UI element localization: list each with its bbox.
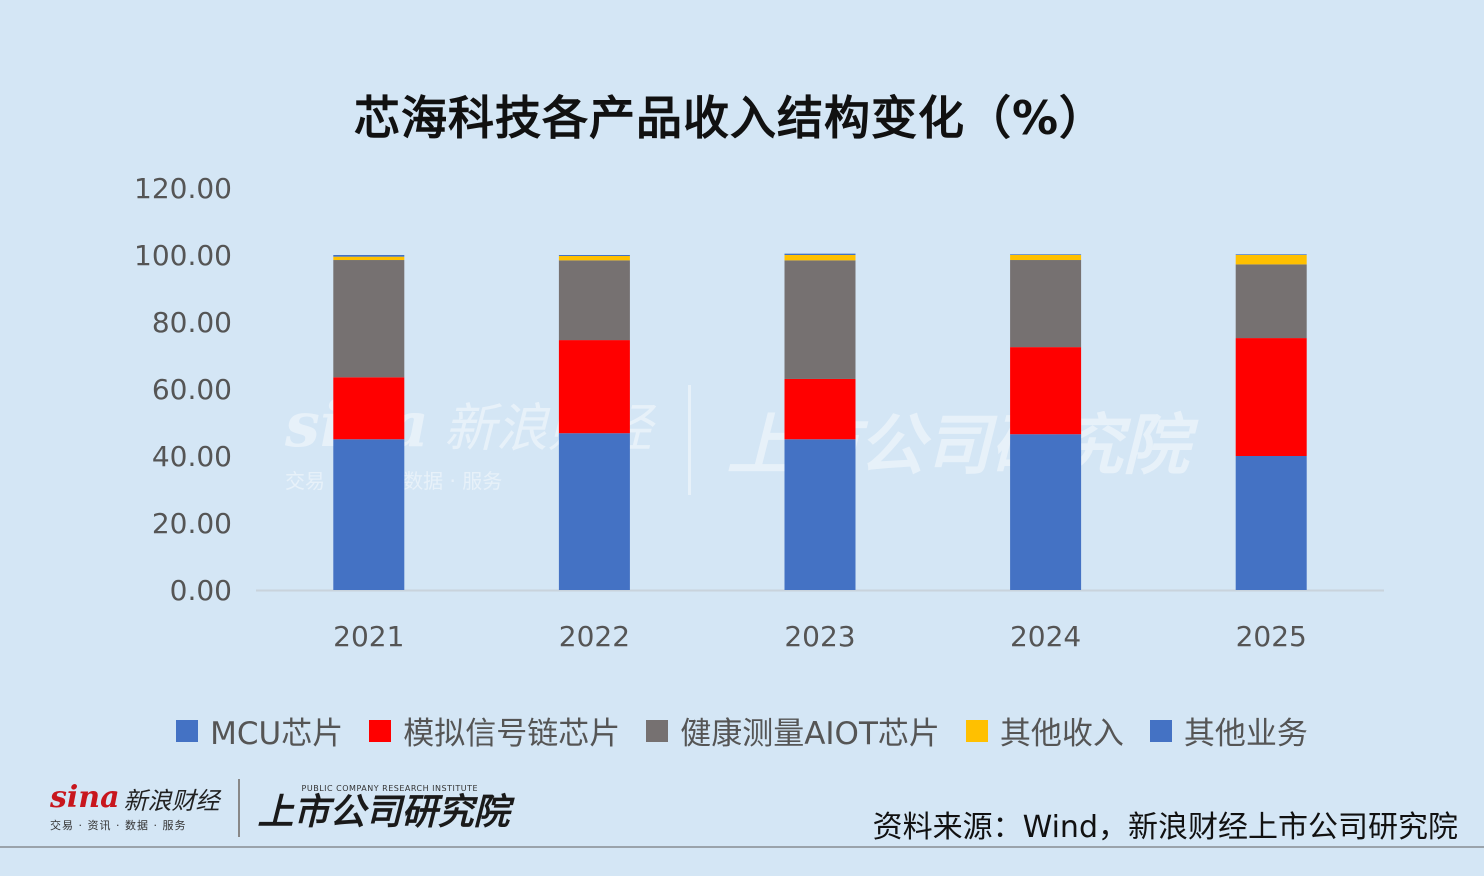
y-tick-label: 60.00 (152, 373, 232, 406)
y-tick-label: 120.00 (134, 172, 232, 205)
bar-segment-2025-series-2 (1235, 264, 1307, 339)
institute-logo-cn: 上市公司研究院 (257, 791, 510, 833)
sina-logo: sina 新浪财经 交易 · 资讯 · 数据 · 服务 (50, 783, 220, 833)
x-tick-label: 2022 (559, 620, 630, 653)
legend: MCU芯片 模拟信号链芯片 健康测量AIOT芯片 其他收入 其他业务 (0, 708, 1484, 753)
bar-segment-2022-series-0 (558, 433, 630, 590)
bar-segment-2025-series-3 (1235, 255, 1307, 265)
source-note: 资料来源：Wind，新浪财经上市公司研究院 (872, 810, 1458, 845)
bar-segment-2024-series-4 (1010, 254, 1082, 255)
bar-segment-2023-series-2 (784, 260, 856, 379)
logo-divider (237, 779, 240, 837)
x-axis: 2021 2022 2023 2024 2025 (333, 620, 1307, 653)
x-tick-label: 2025 (1236, 620, 1307, 653)
bar-segment-2024-series-3 (1010, 255, 1082, 261)
bar-segment-2022-series-1 (558, 340, 630, 434)
sina-logo-sub: 交易 · 资讯 · 数据 · 服务 (50, 819, 187, 832)
bar-segment-2025-series-1 (1235, 338, 1307, 456)
y-tick-label: 20.00 (152, 507, 232, 540)
footer-logos: sina 新浪财经 交易 · 资讯 · 数据 · 服务 PUBLIC COMPA… (50, 776, 510, 840)
legend-item: 模拟信号链芯片 (369, 708, 620, 753)
x-tick-label: 2023 (784, 620, 855, 653)
footer-divider (0, 846, 1484, 848)
bar-segment-2022-series-4 (558, 255, 630, 257)
bar-segment-2025-series-0 (1235, 456, 1307, 590)
legend-item: 其他业务 (1149, 708, 1308, 753)
legend-label: MCU芯片 (210, 716, 344, 752)
bar-segment-2021-series-1 (333, 377, 405, 440)
legend-label: 其他业务 (1183, 716, 1308, 752)
bar-segment-2021-series-0 (333, 439, 405, 590)
bar-segment-2022-series-2 (558, 260, 630, 341)
bar-segment-2021-series-4 (333, 255, 405, 257)
bar-segment-2023-series-1 (784, 378, 856, 440)
y-tick-label: 80.00 (152, 306, 232, 339)
chart-plot: 0.00 20.00 40.00 60.00 80.00 100.00 120.00 202… (134, 172, 1384, 653)
legend-item: MCU芯片 (176, 708, 343, 753)
bar-segment-2022-series-3 (558, 256, 630, 261)
bars (333, 253, 1307, 590)
y-tick-label: 0.00 (170, 574, 232, 607)
legend-label: 模拟信号链芯片 (403, 716, 621, 752)
legend-swatch (1149, 719, 1172, 742)
bar-segment-2024-series-2 (1010, 260, 1082, 348)
x-tick-label: 2021 (333, 620, 404, 653)
legend-label: 其他收入 (999, 716, 1124, 752)
y-axis: 0.00 20.00 40.00 60.00 80.00 100.00 120.00 (134, 172, 232, 607)
legend-swatch (369, 719, 392, 742)
chart-title: 芯海科技各产品收入结构变化（%） (353, 91, 1107, 145)
bar-segment-2021-series-2 (333, 260, 405, 378)
bar-segment-2021-series-3 (333, 256, 405, 261)
institute-logo-en: PUBLIC COMPANY RESEARCH INSTITUTE (301, 783, 479, 793)
bar-segment-2023-series-3 (784, 255, 856, 261)
bar-segment-2025-series-4 (1235, 254, 1307, 255)
bar-segment-2024-series-0 (1010, 434, 1082, 590)
bar-segment-2023-series-4 (784, 253, 856, 255)
bar-segment-2023-series-0 (784, 439, 856, 590)
legend-swatch (176, 719, 199, 742)
legend-item: 健康测量AIOT芯片 (646, 708, 940, 753)
institute-logo: PUBLIC COMPANY RESEARCH INSTITUTE 上市公司研究… (258, 784, 510, 833)
sina-logo-cn: 新浪财经 (123, 787, 220, 815)
bar-segment-2024-series-1 (1010, 347, 1082, 435)
legend-swatch (646, 719, 669, 742)
legend-item: 其他收入 (965, 708, 1124, 753)
legend-swatch (965, 719, 988, 742)
x-tick-label: 2024 (1010, 620, 1081, 653)
y-tick-label: 40.00 (152, 440, 232, 473)
legend-label: 健康测量AIOT芯片 (680, 716, 940, 752)
y-tick-label: 100.00 (134, 239, 232, 272)
sina-logo-word: sina (50, 780, 120, 815)
